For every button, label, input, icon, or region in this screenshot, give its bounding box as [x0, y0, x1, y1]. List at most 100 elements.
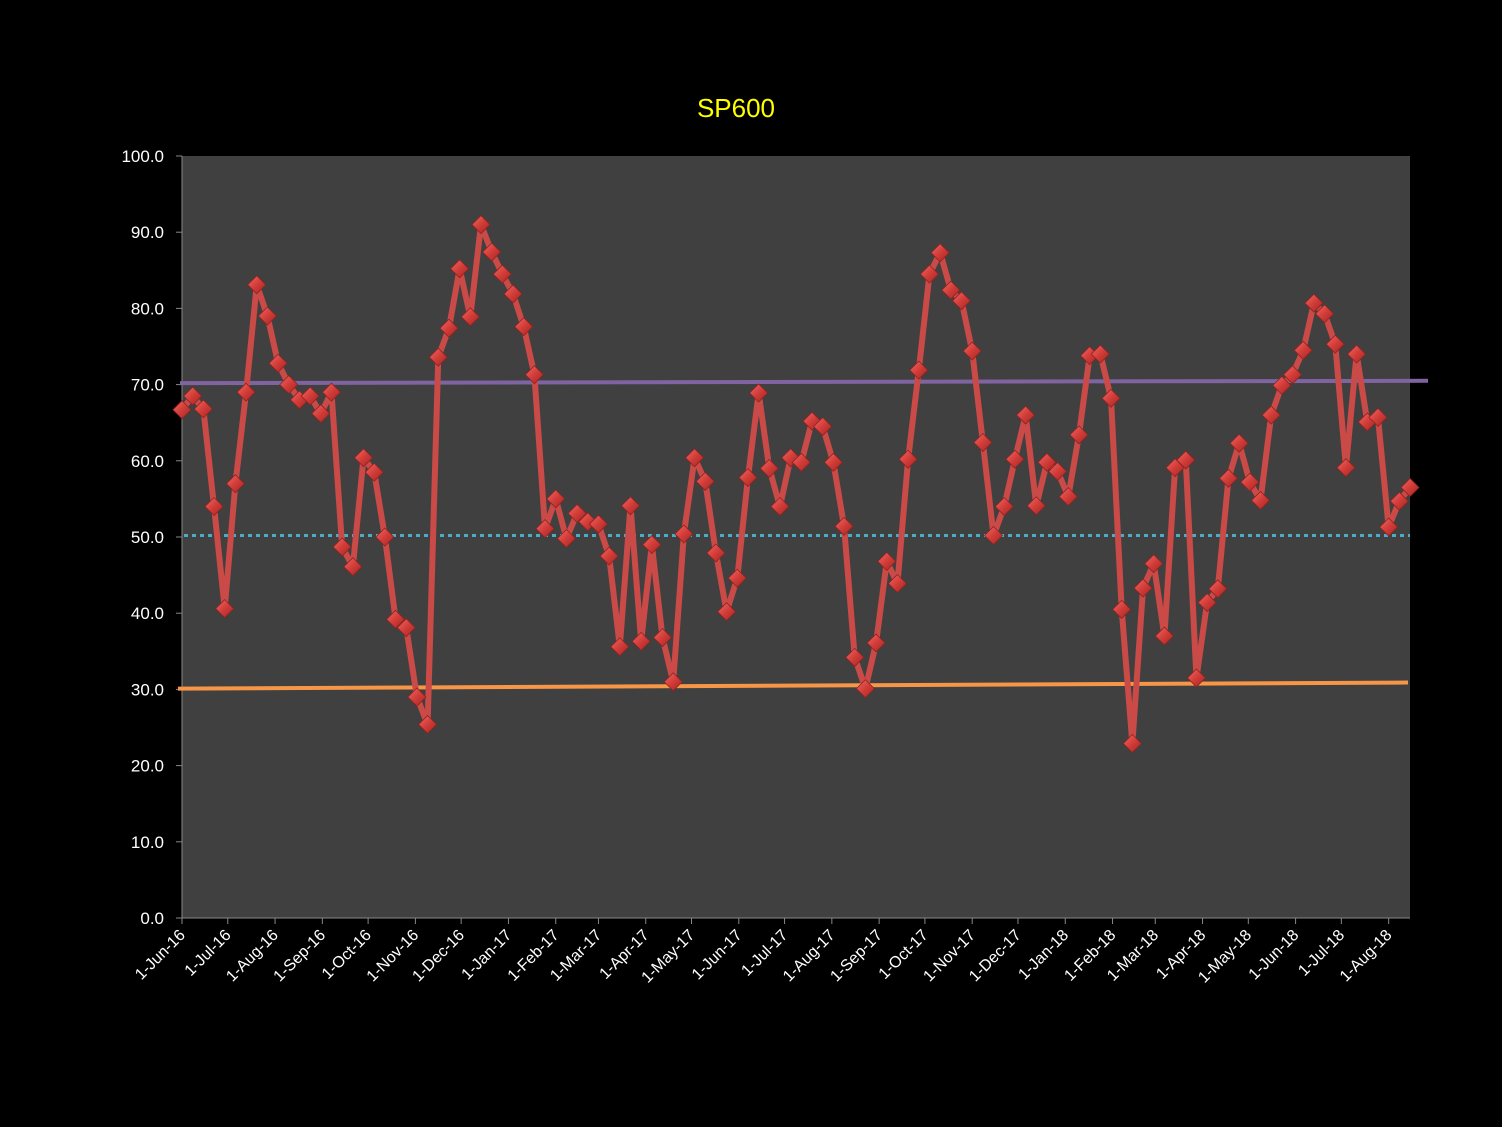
data-point	[396, 618, 416, 638]
data-point	[193, 399, 213, 419]
data-point	[652, 628, 673, 648]
data-point	[866, 633, 886, 653]
data-point	[450, 259, 470, 279]
y-tick-label: 60.0	[131, 452, 164, 471]
data-point	[257, 306, 277, 326]
data-point	[1016, 405, 1036, 425]
data-point	[1250, 490, 1271, 510]
data-point	[300, 386, 320, 406]
y-tick-label: 40.0	[131, 604, 164, 623]
data-point	[1037, 452, 1057, 472]
data-point	[1325, 334, 1345, 354]
data-point	[1347, 344, 1367, 364]
data-point	[172, 400, 192, 420]
data-point	[834, 516, 854, 536]
data-point	[204, 496, 224, 517]
data-point	[364, 462, 384, 482]
data-point	[407, 687, 427, 707]
reference-line-lower	[177, 680, 1409, 691]
data-point	[1389, 491, 1409, 511]
data-point	[717, 602, 737, 622]
data-point	[1229, 433, 1249, 453]
data-point	[855, 679, 875, 699]
data-point	[385, 609, 406, 629]
data-point	[482, 242, 502, 262]
y-tick-label: 30.0	[131, 680, 164, 699]
data-point	[524, 365, 544, 385]
data-point	[791, 452, 811, 472]
data-point	[1240, 472, 1260, 492]
data-point	[930, 243, 950, 263]
data-point	[1293, 340, 1313, 360]
data-point	[332, 537, 352, 557]
data-point	[1154, 626, 1174, 646]
data-point	[471, 215, 491, 235]
data-point	[1122, 733, 1142, 754]
data-point	[759, 458, 779, 478]
data-point	[599, 546, 619, 566]
data-point	[738, 467, 758, 488]
data-point	[279, 375, 299, 395]
data-point	[247, 275, 267, 295]
y-tick-label: 80.0	[131, 299, 164, 318]
y-tick-label: 70.0	[131, 376, 164, 395]
data-point	[1058, 487, 1078, 507]
data-point	[567, 503, 587, 523]
data-point	[1101, 388, 1121, 408]
data-point	[460, 307, 480, 327]
data-point	[1005, 449, 1025, 469]
data-point	[706, 543, 726, 563]
data-point	[845, 647, 865, 667]
data-point	[727, 568, 747, 588]
y-tick-label: 50.0	[131, 528, 164, 547]
data-point	[1218, 468, 1239, 488]
y-tick-label: 0.0	[140, 909, 164, 928]
data-point	[674, 524, 694, 544]
data-point	[663, 672, 683, 692]
data-point	[1379, 517, 1399, 537]
data-point	[1368, 407, 1388, 427]
data-point	[1090, 344, 1110, 364]
data-point	[983, 525, 1004, 546]
data-point	[941, 280, 961, 300]
data-point	[973, 432, 993, 453]
data-point	[749, 383, 769, 403]
data-point	[225, 474, 245, 494]
data-point	[620, 496, 641, 516]
data-point	[556, 528, 576, 549]
data-point	[1133, 578, 1153, 598]
data-point	[268, 353, 288, 373]
data-point	[1112, 599, 1132, 619]
data-point	[321, 382, 342, 402]
data-point	[1282, 365, 1303, 385]
data-point	[877, 551, 897, 571]
data-point	[994, 496, 1014, 517]
data-point	[1315, 304, 1335, 324]
data-point	[898, 449, 918, 469]
data-point	[343, 557, 363, 577]
data-point	[546, 489, 566, 509]
data-point	[770, 496, 790, 517]
data-point	[610, 637, 630, 657]
data-point	[1186, 668, 1207, 688]
data-point	[492, 264, 512, 284]
data-point	[1176, 450, 1196, 470]
data-point	[823, 452, 843, 472]
data-point	[428, 347, 448, 367]
y-tick-label: 10.0	[131, 833, 164, 852]
data-point	[951, 291, 972, 311]
data-point	[631, 631, 651, 651]
data-point	[1208, 579, 1228, 599]
y-tick-label: 100.0	[121, 147, 164, 166]
data-point	[215, 599, 235, 619]
data-point	[311, 403, 331, 424]
data-point	[375, 527, 395, 547]
data-point	[1197, 592, 1217, 613]
data-point	[1272, 375, 1292, 395]
data-point	[1069, 425, 1089, 445]
data-point	[919, 264, 940, 284]
data-point	[1261, 405, 1281, 425]
data-point	[1144, 554, 1164, 574]
data-point	[183, 386, 203, 406]
data-point	[1400, 477, 1420, 498]
